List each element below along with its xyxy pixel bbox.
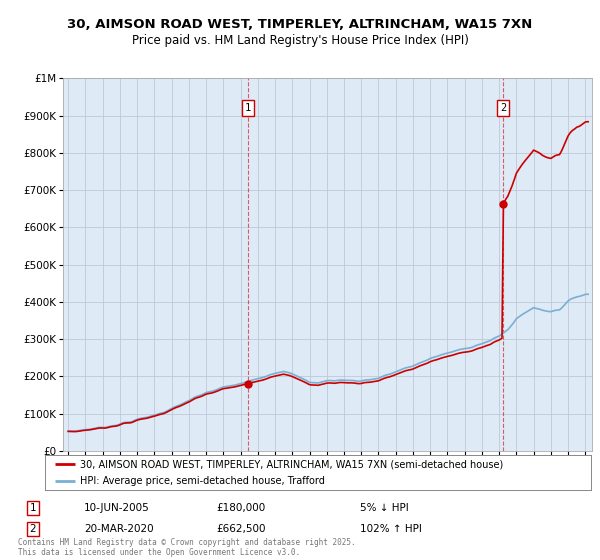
Text: 30, AIMSON ROAD WEST, TIMPERLEY, ALTRINCHAM, WA15 7XN: 30, AIMSON ROAD WEST, TIMPERLEY, ALTRINC… <box>67 17 533 31</box>
Text: £180,000: £180,000 <box>216 503 265 513</box>
Text: Contains HM Land Registry data © Crown copyright and database right 2025.
This d: Contains HM Land Registry data © Crown c… <box>18 538 356 557</box>
Text: 5% ↓ HPI: 5% ↓ HPI <box>360 503 409 513</box>
Text: 2: 2 <box>29 524 37 534</box>
Text: 30, AIMSON ROAD WEST, TIMPERLEY, ALTRINCHAM, WA15 7XN (semi-detached house): 30, AIMSON ROAD WEST, TIMPERLEY, ALTRINC… <box>80 459 504 469</box>
Text: 10-JUN-2005: 10-JUN-2005 <box>84 503 150 513</box>
Text: Price paid vs. HM Land Registry's House Price Index (HPI): Price paid vs. HM Land Registry's House … <box>131 34 469 48</box>
Text: £662,500: £662,500 <box>216 524 265 534</box>
Text: 102% ↑ HPI: 102% ↑ HPI <box>360 524 422 534</box>
Text: 1: 1 <box>245 103 251 113</box>
Text: 1: 1 <box>29 503 37 513</box>
Text: HPI: Average price, semi-detached house, Trafford: HPI: Average price, semi-detached house,… <box>80 476 325 486</box>
Text: 20-MAR-2020: 20-MAR-2020 <box>84 524 154 534</box>
Text: 2: 2 <box>500 103 506 113</box>
